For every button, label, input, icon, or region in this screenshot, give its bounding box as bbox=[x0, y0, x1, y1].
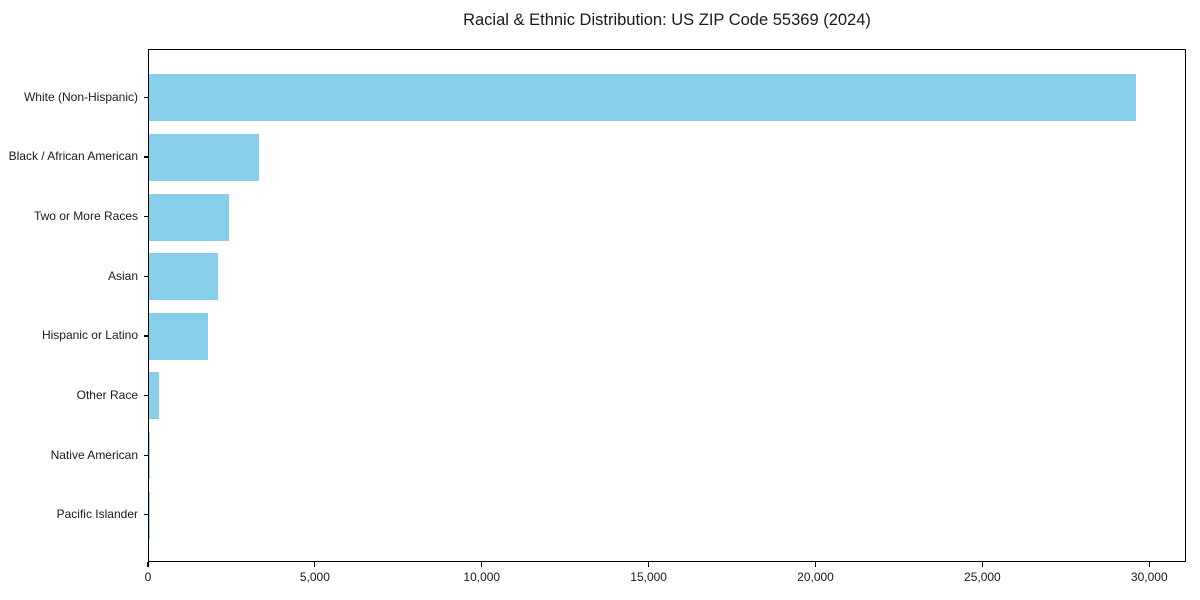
y-axis-label: Two or More Races bbox=[33, 209, 138, 224]
x-tick-label: 25,000 bbox=[964, 570, 1001, 584]
x-tick bbox=[481, 562, 483, 567]
y-axis-label: Native American bbox=[50, 447, 138, 462]
bar bbox=[149, 74, 1137, 122]
bar bbox=[149, 312, 209, 360]
x-tick-label: 10,000 bbox=[463, 570, 501, 584]
y-axis-label: Asian bbox=[107, 268, 138, 283]
y-tick bbox=[144, 514, 148, 516]
chart-title: Racial & Ethnic Distribution: US ZIP Cod… bbox=[463, 11, 871, 29]
y-tick bbox=[144, 335, 148, 337]
y-axis-label: Other Race bbox=[76, 387, 138, 402]
x-tick bbox=[648, 562, 650, 567]
x-tick bbox=[314, 562, 316, 567]
bar bbox=[149, 133, 259, 181]
y-tick bbox=[144, 156, 148, 158]
x-tick-label: 5,000 bbox=[299, 570, 330, 584]
bar bbox=[149, 193, 229, 241]
y-axis-label: Black / African American bbox=[8, 149, 138, 164]
x-tick-label: 0 bbox=[144, 570, 152, 584]
y-axis-label: Hispanic or Latino bbox=[41, 328, 138, 343]
x-tick bbox=[147, 562, 149, 567]
y-tick bbox=[144, 216, 148, 218]
y-tick bbox=[144, 394, 148, 397]
x-tick-label: 15,000 bbox=[630, 570, 667, 584]
y-axis-label: White (Non-Hispanic) bbox=[23, 89, 138, 104]
bar bbox=[149, 253, 219, 301]
x-tick bbox=[814, 562, 817, 567]
y-axis-label: Pacific Islander bbox=[56, 507, 138, 522]
x-tick-label: 30,000 bbox=[1130, 570, 1168, 584]
y-tick bbox=[144, 96, 148, 98]
bar bbox=[149, 432, 151, 480]
x-tick bbox=[981, 562, 983, 567]
bar bbox=[149, 372, 159, 420]
x-tick bbox=[1148, 562, 1150, 567]
plot-area bbox=[148, 49, 1186, 562]
y-tick bbox=[144, 275, 148, 277]
y-tick bbox=[144, 454, 148, 456]
x-tick-label: 20,000 bbox=[797, 570, 834, 584]
